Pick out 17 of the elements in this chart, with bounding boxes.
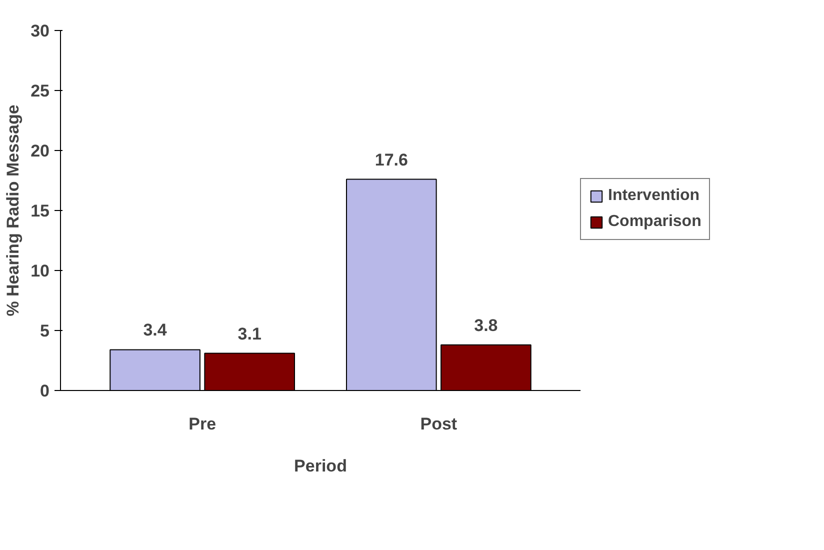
y-tick-label: 0 [40,382,50,400]
x-axis-title: Period [294,456,347,476]
y-tick-label: 25 [30,82,50,100]
y-axis-title: % Hearing Radio Message [4,104,23,316]
y-tick-label: 15 [30,202,50,220]
y-tick-label: 10 [30,262,50,280]
data-label: 3.8 [474,316,498,335]
x-tick-label: Pre [188,414,216,434]
y-tick-label: 30 [30,22,50,40]
y-tick-label: 20 [30,142,50,160]
data-label: 3.1 [238,324,262,344]
y-tick-label: 5 [40,322,50,340]
x-tick-label: Post [420,414,458,434]
data-label: 3.4 [143,320,168,340]
data-label: 17.6 [374,150,408,170]
legend-label: Comparison [608,213,702,231]
legend-label: Intervention [608,187,700,205]
